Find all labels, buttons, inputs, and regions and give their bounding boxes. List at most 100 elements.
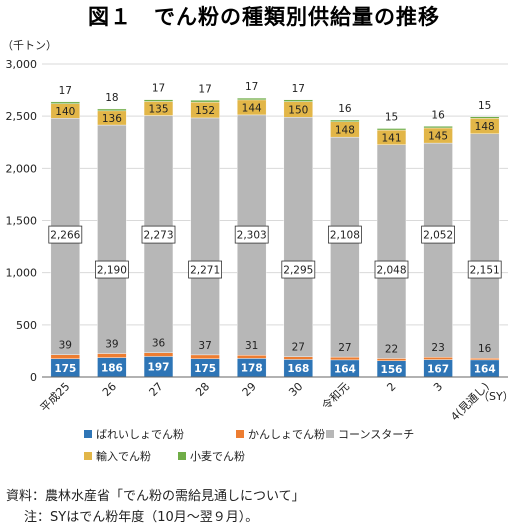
data-label: 18	[105, 92, 118, 104]
data-label: 2,048	[376, 265, 406, 277]
x-tick-label: 2	[384, 380, 398, 394]
data-label: 23	[431, 342, 444, 354]
bar-segment	[97, 353, 127, 358]
data-label: 2,295	[283, 265, 313, 277]
x-tick-label: 令和元	[319, 379, 352, 412]
y-tick-label: 3,000	[6, 58, 38, 71]
legend-label: 輸入でん粉	[96, 449, 151, 463]
y-tick-label: 1,000	[6, 267, 38, 280]
bar-segment	[97, 108, 127, 112]
bar-segment	[237, 97, 267, 101]
data-label: 2,052	[423, 230, 453, 242]
bar-segment	[376, 358, 407, 361]
data-label: 2,108	[330, 230, 360, 242]
data-label: 22	[385, 343, 398, 355]
data-label: 175	[194, 363, 216, 375]
bar-segment	[470, 116, 500, 119]
data-label: 31	[245, 340, 258, 352]
legend-swatch	[326, 430, 334, 438]
data-label: 2,303	[237, 230, 267, 242]
x-tick-label: 3	[431, 380, 445, 394]
data-label-box	[141, 225, 176, 244]
x-tick-label: 30	[286, 380, 305, 399]
data-label: 37	[198, 340, 211, 352]
footnote: 注：SYはでん粉年度（10月～翌９月）。	[24, 510, 259, 525]
bar-segment	[376, 128, 407, 131]
data-label: 178	[241, 363, 263, 375]
x-tick-label: 27	[147, 380, 166, 399]
data-label: 148	[335, 124, 355, 136]
data-label: 141	[381, 132, 401, 144]
x-tick-label: 29	[240, 380, 259, 399]
bar-segment	[470, 133, 500, 359]
bar-segment	[50, 354, 80, 359]
legend-label: 小麦でん粉	[190, 450, 245, 463]
x-axis-unit-label: （SY）	[478, 390, 514, 403]
data-label: 2,271	[190, 265, 220, 277]
data-label: 16	[338, 103, 352, 115]
y-axis-ticks: 0 500 1,000 1,500 2,000 2,500 3,000	[6, 58, 38, 384]
legend-label: コーンスターチ	[338, 428, 414, 441]
data-label: 17	[59, 85, 72, 97]
y-tick-label: 500	[16, 319, 37, 332]
data-label-box	[467, 260, 502, 279]
bar-segment	[423, 356, 453, 360]
bar-segment	[97, 124, 127, 354]
source-note: 資料：農林水産省「でん粉の需給見通しについて」	[6, 489, 305, 504]
bar-segment	[190, 117, 220, 356]
data-label: 16	[478, 343, 492, 355]
bar-segment	[330, 136, 360, 358]
bar-segment	[190, 354, 220, 359]
bar-segment	[143, 99, 174, 102]
bar-segment	[423, 142, 453, 358]
data-label: 17	[292, 83, 305, 95]
data-label: 150	[288, 104, 308, 116]
bar-segment	[190, 100, 220, 103]
y-tick-label: 2,500	[6, 110, 38, 123]
data-label: 136	[102, 113, 122, 125]
legend-label: ばれいしょでん粉	[96, 428, 184, 441]
data-label: 2,190	[97, 265, 127, 277]
data-label-box	[421, 225, 456, 244]
data-label-box	[48, 225, 83, 244]
legend-label: かんしょでん粉	[248, 428, 325, 441]
data-label: 16	[431, 109, 445, 121]
data-label: 168	[287, 363, 309, 375]
x-tick-label: 26	[100, 380, 119, 399]
chart-title: 図１ でん粉の種類別供給量の推移	[88, 5, 440, 29]
data-label: 39	[59, 340, 72, 352]
x-tick-label: 28	[193, 380, 212, 399]
bar-segment	[330, 356, 360, 361]
data-label: 164	[334, 363, 356, 375]
bar-segment	[283, 99, 313, 102]
y-tick-label: 1,500	[6, 215, 38, 228]
data-label: 27	[338, 342, 351, 354]
data-label: 156	[381, 364, 403, 376]
data-label: 135	[148, 103, 168, 115]
data-label: 17	[152, 83, 165, 95]
bar-segment	[470, 358, 500, 361]
data-label: 144	[242, 102, 262, 114]
data-label: 197	[148, 362, 170, 374]
data-label: 148	[475, 121, 495, 133]
data-label: 39	[105, 339, 118, 351]
data-label: 2,151	[470, 265, 500, 277]
legend-swatch	[84, 430, 92, 438]
data-label: 17	[245, 81, 258, 93]
legend-swatch	[178, 452, 186, 460]
data-label: 15	[478, 100, 491, 112]
bar-segment	[237, 354, 267, 359]
data-label: 27	[292, 342, 305, 354]
data-label: 17	[198, 83, 211, 95]
data-label: 152	[195, 105, 215, 117]
y-tick-label: 0	[30, 371, 37, 384]
data-label-box	[188, 260, 223, 279]
bar-segment	[330, 119, 360, 122]
data-label-box	[95, 260, 129, 279]
bar-segment	[283, 117, 313, 357]
bar-segment	[50, 101, 80, 104]
data-label-box	[374, 260, 409, 279]
data-label: 2,273	[143, 230, 173, 242]
data-label: 15	[385, 111, 398, 123]
